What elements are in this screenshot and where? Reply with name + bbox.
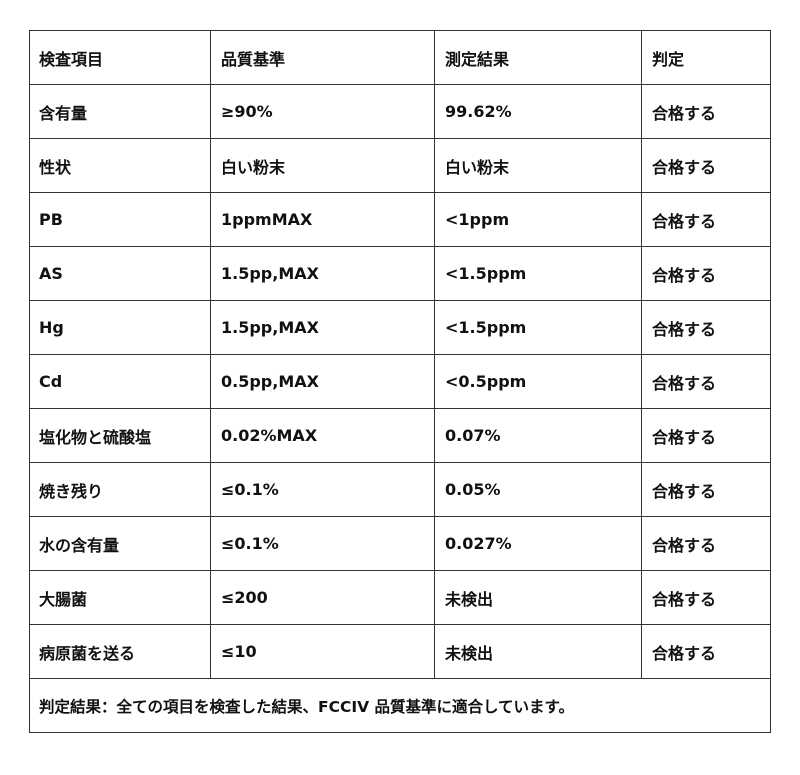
standard-cell: ≤0.1% [210, 462, 435, 517]
standard-cell: 1ppmMAX [210, 192, 435, 247]
inspection-table: 検査項目 品質基準 測定結果 判定 含有量 ≥90% 99.62% 合格する 性状 白い粉… [29, 30, 771, 733]
header-cell-item: 検査項目 [29, 30, 211, 85]
judgement-cell: 合格する [641, 300, 771, 355]
item-cell: 大腸菌 [29, 570, 211, 625]
standard-cell: ≤0.1% [210, 516, 435, 571]
standard-cell: ≥90% [210, 84, 435, 139]
item-cell: PB [29, 192, 211, 247]
table-row: 焼き残り ≤0.1% 0.05% 合格する [29, 462, 771, 517]
table-row: Hg 1.5pp,MAX <1.5ppm 合格する [29, 300, 771, 355]
item-cell: 性状 [29, 138, 211, 193]
table-row: 含有量 ≥90% 99.62% 合格する [29, 84, 771, 139]
table-row: 性状 白い粉末 白い粉末 合格する [29, 138, 771, 193]
judgement-cell: 合格する [641, 354, 771, 409]
standard-cell: 白い粉末 [210, 138, 435, 193]
result-cell: 未検出 [434, 570, 642, 625]
table-row: AS 1.5pp,MAX <1.5ppm 合格する [29, 246, 771, 301]
item-cell: AS [29, 246, 211, 301]
result-cell: 0.027% [434, 516, 642, 571]
result-cell: 0.07% [434, 408, 642, 463]
table-row: 大腸菌 ≤200 未検出 合格する [29, 570, 771, 625]
standard-cell: 1.5pp,MAX [210, 246, 435, 301]
standard-cell: 0.02%MAX [210, 408, 435, 463]
header-cell-standard: 品質基準 [210, 30, 435, 85]
result-cell: 99.62% [434, 84, 642, 139]
judgement-cell: 合格する [641, 84, 771, 139]
result-cell: <0.5ppm [434, 354, 642, 409]
standard-cell: 0.5pp,MAX [210, 354, 435, 409]
judgement-cell: 合格する [641, 246, 771, 301]
header-cell-judgement: 判定 [641, 30, 771, 85]
table-row: PB 1ppmMAX <1ppm 合格する [29, 192, 771, 247]
result-cell: 白い粉末 [434, 138, 642, 193]
item-cell: 含有量 [29, 84, 211, 139]
item-cell: 塩化物と硫酸塩 [29, 408, 211, 463]
table-row: Cd 0.5pp,MAX <0.5ppm 合格する [29, 354, 771, 409]
judgement-cell: 合格する [641, 570, 771, 625]
standard-cell: 1.5pp,MAX [210, 300, 435, 355]
result-cell: 未検出 [434, 624, 642, 679]
conclusion-text: 判定結果：全ての項目を検査した結果、FCCIV 品質基準に適合しています。 [29, 678, 771, 733]
table-row: 塩化物と硫酸塩 0.02%MAX 0.07% 合格する [29, 408, 771, 463]
item-cell: Hg [29, 300, 211, 355]
footer-row: 判定結果：全ての項目を検査した結果、FCCIV 品質基準に適合しています。 [29, 678, 771, 733]
header-cell-result: 測定結果 [434, 30, 642, 85]
judgement-cell: 合格する [641, 516, 771, 571]
judgement-cell: 合格する [641, 624, 771, 679]
judgement-cell: 合格する [641, 138, 771, 193]
table-row: 水の含有量 ≤0.1% 0.027% 合格する [29, 516, 771, 571]
item-cell: Cd [29, 354, 211, 409]
standard-cell: ≤200 [210, 570, 435, 625]
result-cell: <1.5ppm [434, 300, 642, 355]
table-row: 病原菌を送る ≤10 未検出 合格する [29, 624, 771, 679]
judgement-cell: 合格する [641, 192, 771, 247]
result-cell: <1.5ppm [434, 246, 642, 301]
item-cell: 病原菌を送る [29, 624, 211, 679]
item-cell: 水の含有量 [29, 516, 211, 571]
result-cell: 0.05% [434, 462, 642, 517]
item-cell: 焼き残り [29, 462, 211, 517]
standard-cell: ≤10 [210, 624, 435, 679]
result-cell: <1ppm [434, 192, 642, 247]
header-row: 検査項目 品質基準 測定結果 判定 [29, 30, 771, 85]
judgement-cell: 合格する [641, 408, 771, 463]
judgement-cell: 合格する [641, 462, 771, 517]
